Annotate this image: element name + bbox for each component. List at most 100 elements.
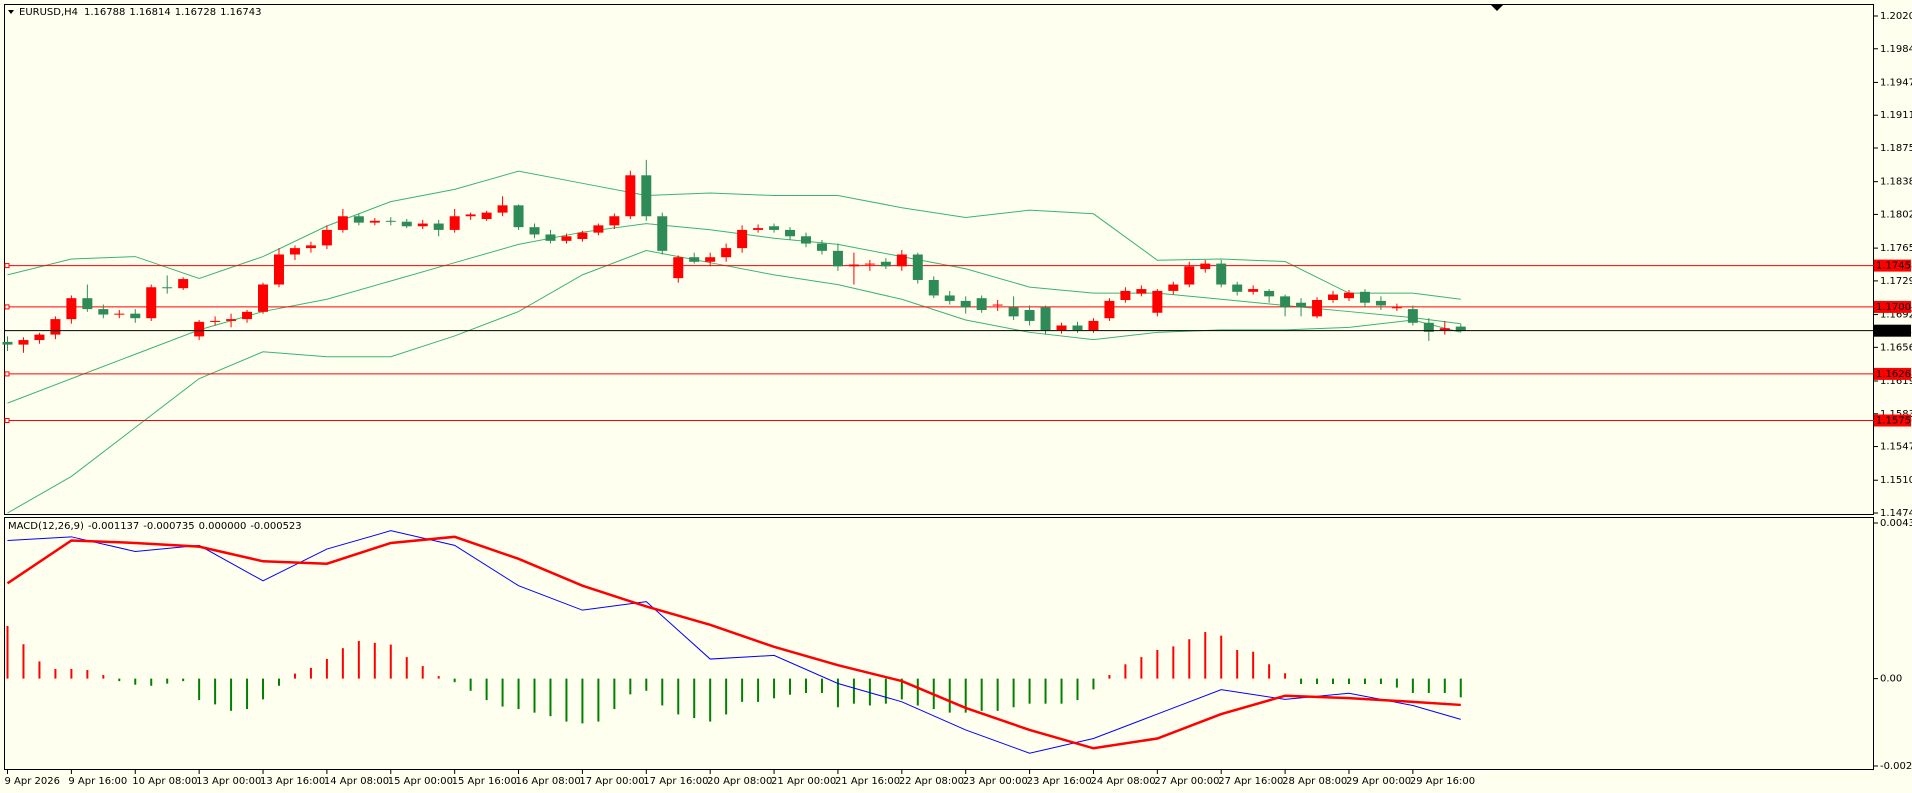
candle-body xyxy=(1343,292,1354,299)
candle-body xyxy=(609,216,620,226)
y-tick-label: 1.17290 xyxy=(1880,276,1912,287)
candle-body xyxy=(753,228,764,230)
candle-body xyxy=(880,261,891,267)
candle-body xyxy=(1200,263,1211,270)
candle-body xyxy=(1455,326,1466,331)
candle-body xyxy=(801,236,811,244)
candle-body xyxy=(1152,290,1163,313)
level-label-box xyxy=(1874,367,1911,380)
price-panel xyxy=(4,4,1874,515)
x-tick-label: 29 Apr 16:00 xyxy=(1410,776,1475,787)
candle-body xyxy=(50,319,61,335)
x-tick-label: 23 Apr 00:00 xyxy=(963,776,1028,787)
candle-body xyxy=(769,226,780,230)
level-anchor xyxy=(4,371,10,377)
x-tick-label: 13 Apr 16:00 xyxy=(260,776,325,787)
level-label: 1.15756 xyxy=(1876,416,1912,427)
candle-body xyxy=(848,264,859,267)
level-anchor xyxy=(4,304,10,310)
candle-body xyxy=(1359,291,1370,303)
candle-body xyxy=(1040,307,1051,331)
symbol: EURUSD,H4 xyxy=(19,7,78,18)
candle-body xyxy=(1296,302,1307,308)
candle-body xyxy=(1168,284,1179,291)
candle-body xyxy=(816,243,827,251)
y-tick-label: 1.19840 xyxy=(1880,44,1912,55)
candle-body xyxy=(1375,300,1386,306)
macd-buffer-value: 0.000000 xyxy=(199,521,247,532)
candle-body xyxy=(1184,266,1195,285)
candle-body xyxy=(1072,325,1083,331)
candle-body xyxy=(1104,300,1115,319)
level-anchor xyxy=(4,418,10,424)
candle-body xyxy=(130,313,141,319)
x-tick-label: 9 Apr 2026 xyxy=(5,776,60,787)
candle-body xyxy=(210,320,221,322)
y-tick-label: 0.00 xyxy=(1880,674,1902,685)
y-tick-label: 1.15100 xyxy=(1880,475,1912,486)
ohlc-high: 1.16814 xyxy=(129,7,170,18)
candle-body xyxy=(1120,290,1131,300)
y-tick-label: 1.15470 xyxy=(1880,442,1912,453)
candle-body xyxy=(625,175,636,217)
level-label: 1.17458 xyxy=(1876,261,1912,272)
macd-line xyxy=(7,530,1461,754)
candle-body xyxy=(785,229,796,237)
last-price-label: 1.16743 xyxy=(1876,326,1912,337)
candle-body xyxy=(146,287,157,319)
candle-body xyxy=(481,212,492,219)
candle-body xyxy=(1439,328,1450,331)
candle-body xyxy=(258,284,269,312)
candle-body xyxy=(705,257,716,262)
level-label-box xyxy=(1874,414,1911,427)
x-tick-label: 27 Apr 16:00 xyxy=(1218,776,1283,787)
x-tick-label: 29 Apr 00:00 xyxy=(1346,776,1411,787)
candle-body xyxy=(737,229,748,249)
y-tick-label: 1.18750 xyxy=(1880,143,1912,154)
candle-body xyxy=(593,225,604,233)
ohlc-close: 1.16743 xyxy=(220,7,261,18)
candle-body xyxy=(1328,294,1339,300)
level-label-box xyxy=(1874,300,1911,313)
level-anchor xyxy=(4,263,10,269)
candle-body xyxy=(114,313,125,315)
candle-body xyxy=(832,250,843,267)
candle-body xyxy=(1312,300,1323,317)
x-tick-label: 20 Apr 08:00 xyxy=(707,776,772,787)
candle-body xyxy=(1423,322,1434,332)
symbol-title: EURUSD,H4 1.16788 1.16814 1.16728 1.16743 xyxy=(19,7,261,18)
candle-body xyxy=(561,236,572,241)
x-tick-label: 21 Apr 16:00 xyxy=(835,776,900,787)
candle-body xyxy=(1136,289,1147,294)
y-tick-label: 1.15830 xyxy=(1880,409,1912,420)
candle-body xyxy=(18,340,29,345)
candle-body xyxy=(960,300,971,308)
candle-body xyxy=(912,254,923,280)
x-tick-label: 14 Apr 08:00 xyxy=(324,776,389,787)
level-label: 1.17004 xyxy=(1876,302,1912,313)
candle-body xyxy=(273,254,284,285)
x-tick-label: 9 Apr 16:00 xyxy=(68,776,127,787)
y-tick-label: 1.20200 xyxy=(1880,11,1912,22)
y-tick-label: 1.16190 xyxy=(1880,376,1912,387)
y-tick-label: 1.18380 xyxy=(1880,177,1912,188)
y-tick-label: 1.19110 xyxy=(1880,110,1912,121)
candle-body xyxy=(226,319,237,321)
macd-name: MACD(12,26,9) xyxy=(8,521,84,532)
candle-body xyxy=(353,216,364,223)
x-tick-label: 28 Apr 08:00 xyxy=(1282,776,1347,787)
candle-body xyxy=(321,229,332,246)
macd-main-value: -0.001137 xyxy=(88,521,139,532)
y-tick-label: 1.17650 xyxy=(1880,243,1912,254)
macd-signal-value: -0.000735 xyxy=(143,521,194,532)
x-tick-label: 27 Apr 00:00 xyxy=(1154,776,1219,787)
x-tick-label: 17 Apr 00:00 xyxy=(579,776,644,787)
candle-body xyxy=(992,304,1003,306)
candle-body xyxy=(1280,296,1291,308)
x-tick-label: 17 Apr 16:00 xyxy=(643,776,708,787)
candle-body xyxy=(1056,325,1067,331)
candle-body xyxy=(289,248,300,255)
candle-body xyxy=(1024,310,1035,321)
